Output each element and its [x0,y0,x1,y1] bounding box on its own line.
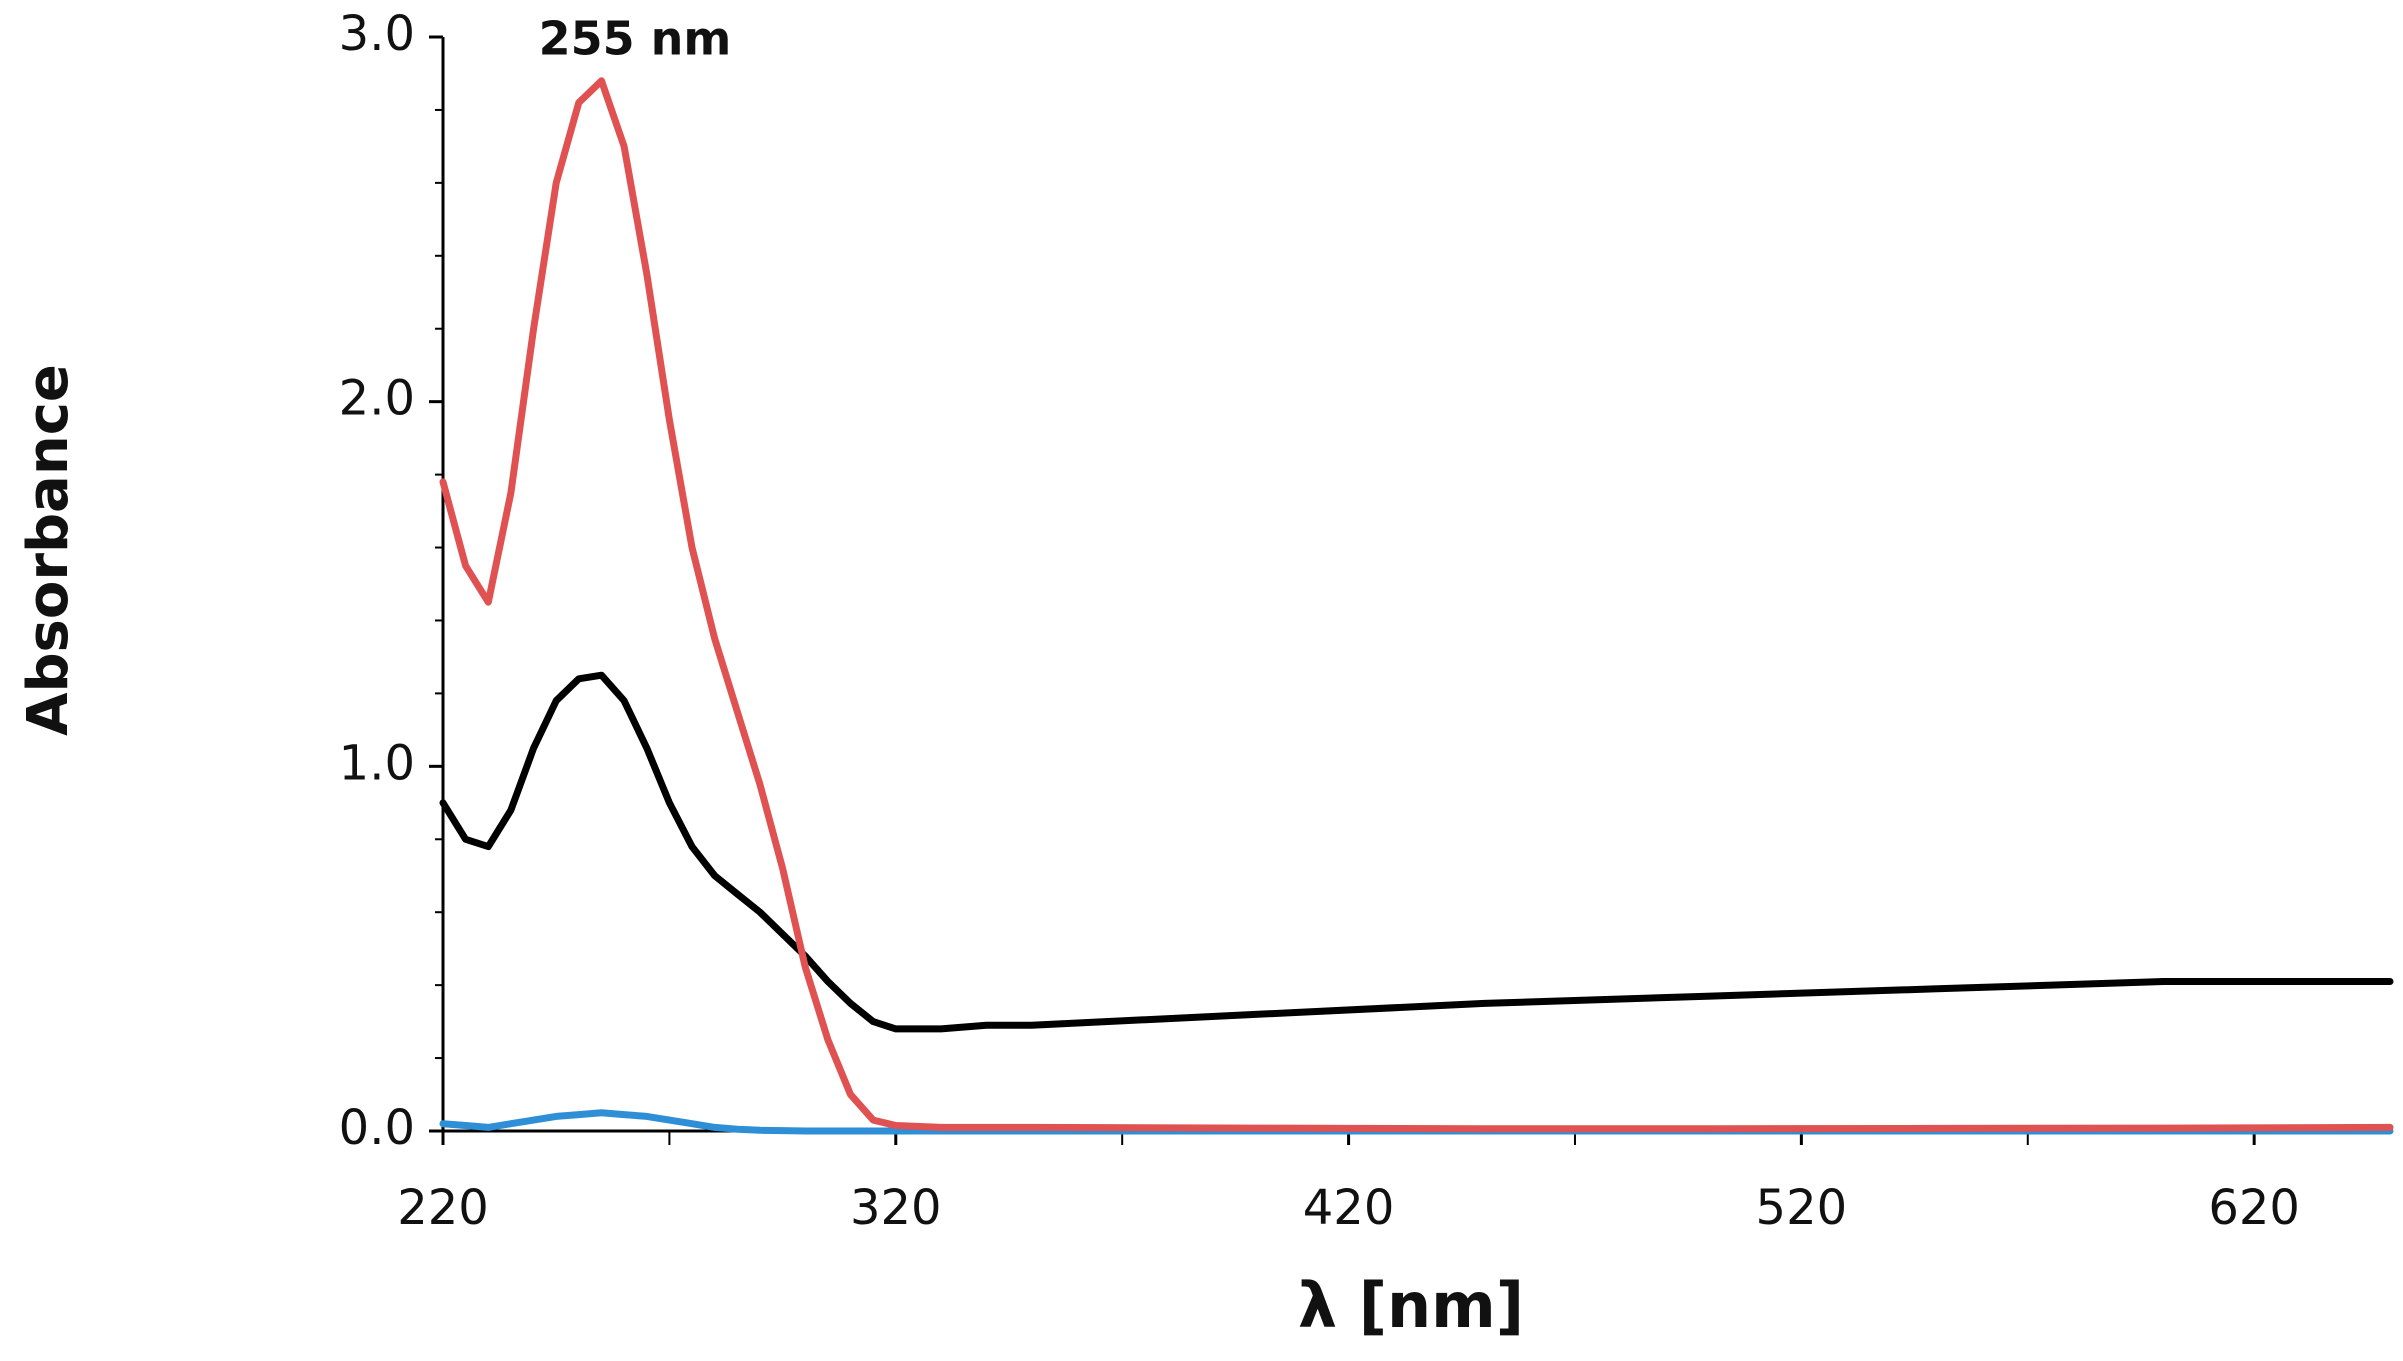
x-tick-label: 220 [397,1180,489,1236]
x-tick-label: 320 [850,1180,942,1236]
annotation: 255 nm [539,12,732,66]
x-tick-label: 520 [1756,1180,1848,1236]
x-tick-label: 620 [2208,1180,2300,1236]
series-line [439,77,2394,1133]
x-tick-label: 420 [1303,1180,1395,1236]
y-axis-title: Absorbance [16,364,81,736]
x-axis-title: λ [nm] [1298,1269,1524,1342]
y-tick-label: 0.0 [339,1100,415,1156]
y-tick-label: 1.0 [339,735,415,791]
series-line [439,671,2394,1033]
y-tick-label: 3.0 [339,6,415,62]
y-tick-label: 2.0 [339,371,415,427]
